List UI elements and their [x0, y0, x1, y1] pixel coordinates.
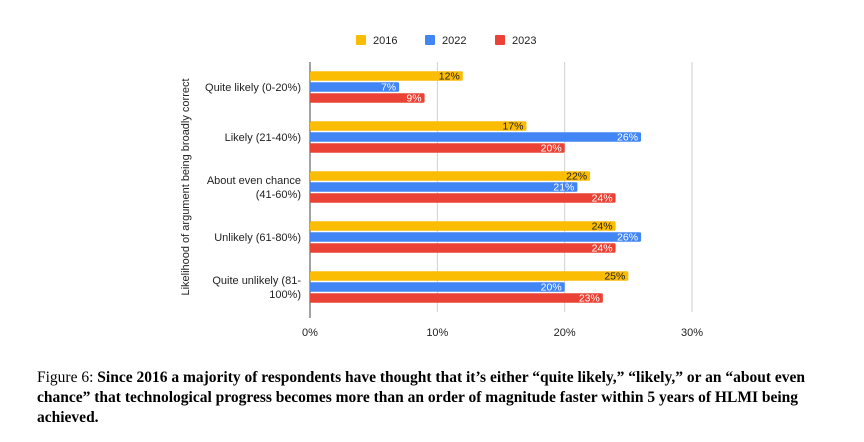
value-label: 7% — [381, 81, 396, 93]
x-tick-label: 10% — [426, 327, 448, 339]
legend-item-2023[interactable]: 2023 — [495, 35, 536, 47]
legend-swatch — [425, 35, 435, 45]
bar-2016 — [310, 121, 527, 131]
legend[interactable]: 2016 2022 2023 — [356, 35, 536, 47]
bar-2022 — [310, 82, 400, 92]
legend-label: 2022 — [442, 35, 466, 47]
bar-2023 — [310, 93, 425, 103]
value-label: 24% — [592, 220, 613, 232]
value-label: 20% — [541, 142, 562, 154]
bar-2023 — [310, 293, 603, 303]
legend-item-2016[interactable]: 2016 — [356, 35, 397, 47]
value-label: 9% — [406, 92, 421, 104]
legend-swatch — [495, 35, 505, 45]
value-label: 24% — [592, 242, 613, 254]
x-tick-label: 0% — [302, 327, 318, 339]
x-tick-label: 20% — [554, 327, 576, 339]
bar-2023 — [310, 143, 565, 153]
category-labels: Quite likely (0-20%) Likely (21-40%) About… — [205, 82, 301, 301]
value-label: 12% — [439, 70, 460, 82]
legend-item-2022[interactable]: 2022 — [425, 35, 466, 47]
caption-prefix: Figure 6: — [37, 369, 98, 386]
value-label: 26% — [617, 231, 638, 243]
x-tick-labels: 0% 10% 20% 30% — [302, 327, 703, 339]
caption-text: Since 2016 a majority of respondents hav… — [37, 369, 805, 426]
category-label: Likely (21-40%) — [225, 132, 301, 144]
bar-2023 — [310, 193, 616, 203]
value-label: 23% — [579, 292, 600, 304]
category-label: Quite unlikely (81- — [212, 275, 301, 287]
legend-label: 2023 — [512, 35, 536, 47]
category-label: 100%) — [269, 289, 301, 301]
bar-2016 — [310, 271, 629, 281]
category-label: Quite likely (0-20%) — [205, 82, 301, 94]
bars — [310, 71, 642, 303]
bar-2022 — [310, 282, 565, 292]
bar-2022 — [310, 132, 642, 142]
value-label: 20% — [541, 281, 562, 293]
bar-chart: 12% 7% 9% 17% 26% 20% 22%21% 24% 24% 26% 24% 25% 20%… — [180, 35, 703, 339]
y-axis-label: Likelihood of argument being broadly cor… — [180, 78, 192, 295]
category-label: About even chance — [207, 175, 301, 187]
bar-2023 — [310, 243, 616, 253]
value-label: 26% — [617, 131, 638, 143]
value-labels: 12% 7% 9% 17% 26% 20% 22%21% 24% 24% 26% 24% 25% 20%… — [381, 70, 638, 304]
value-label: 25% — [604, 270, 625, 282]
legend-swatch — [356, 35, 366, 45]
bar-2022 — [310, 232, 642, 242]
bar-2016 — [310, 221, 616, 231]
value-label: 24% — [592, 192, 613, 204]
value-label: 22% — [566, 170, 587, 182]
x-tick-label: 30% — [681, 327, 703, 339]
value-label: 17% — [502, 120, 523, 132]
bar-2016 — [310, 171, 591, 181]
category-label: Unlikely (61-80%) — [214, 232, 301, 244]
legend-label: 2016 — [373, 35, 397, 47]
category-label: (41-60%) — [256, 189, 301, 201]
bar-2022 — [310, 182, 578, 192]
value-label: 21% — [553, 181, 574, 193]
bar-2016 — [310, 71, 463, 81]
figure-caption: Figure 6: Since 2016 a majority of respo… — [37, 368, 837, 428]
